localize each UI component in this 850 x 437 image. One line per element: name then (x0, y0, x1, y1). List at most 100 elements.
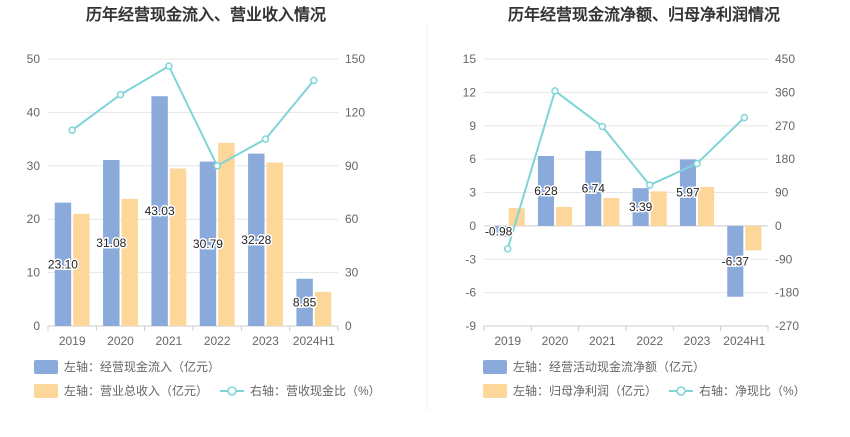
chart2-line-series (506, 89, 746, 250)
chart2-bar-right (745, 225, 762, 251)
chart1-bar-left (296, 278, 313, 326)
chart2-data-label: 6.74 (582, 181, 606, 195)
chart2-x-tick-label: 2024H1 (723, 334, 765, 348)
legend2-bar-right-label: 左轴：归母净利润（亿元） (513, 383, 657, 398)
chart2-data-label: 6.28 (534, 184, 558, 198)
chart2-y-right-tick: 90 (775, 186, 789, 200)
chart2-data-label: -6.37 (722, 254, 750, 268)
chart2-y-right-tick: 270 (775, 119, 795, 133)
chart1-bar-left (54, 202, 72, 326)
chart1-title: 历年经营现金流入、营业收入情况 (86, 5, 326, 24)
chart2-data-label: 5.97 (676, 186, 700, 200)
chart2-x-tick-label: 2021 (589, 334, 616, 348)
chart1-line-point (213, 162, 221, 170)
chart2-plot: -9 -270 -6 -180 -3 -90 0 0 3 90 6 180 9 270 12 360 15 450… (463, 52, 800, 348)
chart2-bar-right (698, 186, 715, 226)
legend2-bar-right-swatch (483, 384, 507, 398)
chart1-bar-right (73, 213, 90, 326)
chart1-bar-right (266, 162, 283, 326)
chart2-line-point (551, 87, 559, 95)
chart2-x-tick-label: 2020 (542, 334, 569, 348)
chart2-y-right-tick: -180 (775, 286, 799, 300)
legend1-line-label: 右轴：营收现金比（%） (250, 383, 381, 398)
chart1-x-tick-label: 2023 (252, 334, 279, 348)
chart1-bar-left (248, 153, 265, 326)
chart1-bar-right (314, 291, 332, 326)
chart2-bar-left (632, 188, 649, 226)
chart2-y-right-tick: 180 (775, 152, 795, 166)
chart1-data-label: 31.08 (96, 236, 126, 250)
chart2-bar-left (537, 156, 554, 226)
chart1-y-right-tick: 120 (345, 105, 365, 119)
chart1-y-left-tick: 10 (27, 266, 41, 280)
chart1-data-label: 30.79 (193, 237, 223, 251)
chart1-y-left-tick: 50 (27, 52, 41, 66)
legend2-line-marker (676, 386, 686, 396)
legend2-line-label: 右轴：净现比（%） (699, 383, 806, 398)
chart1-line-point (261, 135, 270, 143)
chart1-x-tick-label: 2019 (59, 334, 86, 348)
chart2-data-label: 3.39 (629, 200, 653, 214)
chart2-title: 历年经营现金流净额、归母净利润情况 (508, 5, 780, 24)
chart2-bar-left (585, 150, 602, 226)
chart2-y-left-tick: 6 (469, 152, 476, 166)
chart1-line-point (165, 62, 173, 70)
chart1-bar-left (151, 96, 168, 326)
chart1-x-tick-label: 2020 (107, 334, 134, 348)
chart2-bar-right (650, 191, 667, 226)
chart2-y-left-tick: 9 (469, 119, 476, 133)
chart1-bar-right (218, 142, 235, 326)
chart1-y-left-tick: 30 (27, 159, 41, 173)
chart1-line-point (68, 126, 76, 134)
legend1-bar-left-label: 左轴：经营现金流入（亿元） (64, 359, 220, 374)
chart1-bar-left (199, 161, 217, 326)
chart1-data-label: 8.85 (293, 295, 317, 309)
chart1-data-label: 32.28 (241, 233, 271, 247)
chart2-bar-right (556, 206, 573, 226)
chart2-line-point (503, 245, 512, 253)
chart2-data-label: -0.98 (485, 224, 513, 238)
chart1-x-tick-label: 2022 (204, 334, 231, 348)
legend1-bar-left-swatch (34, 360, 58, 374)
chart1-line-point (310, 76, 318, 85)
chart2-x-tick-label: 2023 (684, 334, 711, 348)
chart1-bar-right (121, 198, 138, 326)
chart1-y-left-tick: 40 (27, 105, 41, 119)
chart2-y-right-tick: 450 (775, 52, 795, 66)
chart2-y-right-tick: 0 (775, 219, 782, 233)
chart2-line-point (740, 113, 749, 122)
chart2-y-left-tick: 12 (463, 85, 477, 99)
chart2-bar-left (679, 159, 696, 226)
chart1-plot: 0 0 10 30 20 60 30 90 40 120 50 150 2019 2020 2021 2022… (27, 52, 366, 348)
chart1-line-series (71, 64, 315, 168)
legend1-bar-right-swatch (34, 384, 58, 398)
chart1-line-point (116, 90, 125, 99)
chart1-x-tick-label: 2024H1 (293, 334, 335, 348)
legend2-bar-left-swatch (483, 360, 507, 374)
chart2-x-tick-label: 2019 (494, 334, 521, 348)
chart1-y-right-tick: 60 (345, 212, 359, 226)
chart1-y-right-tick: 0 (345, 319, 352, 333)
chart1-y-right-tick: 30 (345, 266, 359, 280)
chart2-bar-right (603, 198, 620, 226)
chart2-y-left-tick: -3 (465, 252, 476, 266)
chart2-line-point (598, 122, 607, 131)
chart1-y-left-tick: 0 (33, 319, 40, 333)
chart1-x-tick-label: 2021 (155, 334, 182, 348)
chart2-y-right-tick: 360 (775, 85, 795, 99)
chart2-y-right-tick: -270 (775, 319, 799, 333)
chart1-data-label: 43.03 (145, 204, 175, 218)
chart2-y-right-tick: -90 (775, 252, 793, 266)
chart1-y-right-tick: 90 (345, 159, 359, 173)
chart2-bar-left (727, 225, 744, 297)
legend1-line-marker (227, 386, 237, 396)
chart1-y-left-tick: 20 (27, 212, 41, 226)
legend1-bar-right-label: 左轴：营业总收入（亿元） (64, 383, 208, 398)
chart2-y-left-tick: -9 (465, 319, 476, 333)
chart2-y-left-tick: -6 (465, 286, 476, 300)
chart2-line-point (693, 159, 701, 168)
chart2-y-left-tick: 15 (463, 52, 477, 66)
legend2-bar-left-label: 左轴：经营活动现金流净额（亿元） (513, 359, 705, 374)
